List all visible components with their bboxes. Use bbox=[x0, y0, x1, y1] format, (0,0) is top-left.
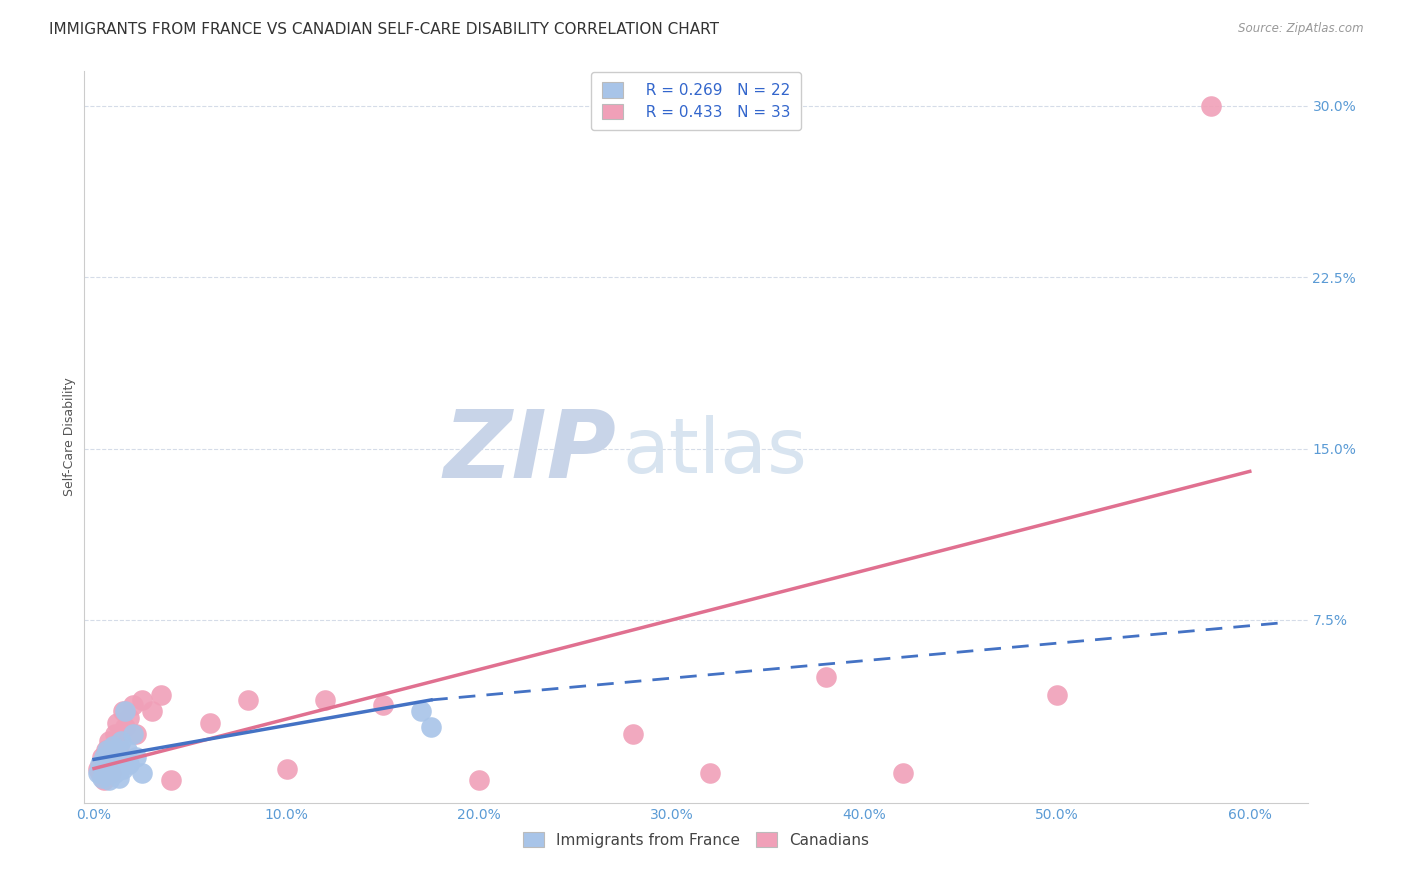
Point bbox=[114, 720, 136, 734]
Point bbox=[100, 755, 122, 769]
Text: Source: ZipAtlas.com: Source: ZipAtlas.com bbox=[1239, 22, 1364, 36]
Point bbox=[141, 705, 163, 719]
Point bbox=[150, 689, 173, 703]
Point bbox=[103, 739, 125, 753]
Point bbox=[108, 739, 131, 753]
Point bbox=[93, 772, 115, 787]
Point bbox=[87, 766, 110, 780]
Point bbox=[411, 705, 433, 719]
Point bbox=[100, 766, 122, 780]
Point bbox=[98, 734, 121, 748]
Point bbox=[198, 715, 221, 730]
Point bbox=[115, 743, 138, 757]
Y-axis label: Self-Care Disability: Self-Care Disability bbox=[63, 377, 76, 497]
Point bbox=[371, 698, 394, 712]
Point bbox=[125, 750, 148, 764]
Point bbox=[103, 747, 125, 762]
Point bbox=[108, 771, 131, 785]
Legend: Immigrants from France, Canadians: Immigrants from France, Canadians bbox=[516, 825, 876, 854]
Point bbox=[131, 766, 153, 780]
Text: atlas: atlas bbox=[623, 415, 807, 489]
Point bbox=[131, 693, 153, 707]
Point bbox=[699, 766, 721, 780]
Point bbox=[105, 715, 128, 730]
Point bbox=[98, 772, 121, 787]
Point bbox=[1046, 689, 1069, 703]
Point bbox=[891, 766, 914, 780]
Point bbox=[90, 750, 112, 764]
Point bbox=[118, 711, 141, 725]
Point bbox=[125, 727, 148, 741]
Point bbox=[87, 762, 110, 776]
Point bbox=[111, 705, 134, 719]
Point bbox=[94, 743, 117, 757]
Point bbox=[93, 750, 115, 764]
Point bbox=[276, 762, 298, 776]
Point bbox=[96, 756, 118, 771]
Point bbox=[114, 705, 136, 719]
Point bbox=[468, 772, 491, 787]
Point bbox=[90, 771, 112, 785]
Point bbox=[94, 762, 117, 776]
Point bbox=[121, 698, 143, 712]
Point bbox=[121, 727, 143, 741]
Point bbox=[118, 756, 141, 771]
Point bbox=[314, 693, 336, 707]
Point bbox=[420, 720, 443, 734]
Point bbox=[89, 756, 111, 771]
Point bbox=[105, 747, 128, 762]
Text: IMMIGRANTS FROM FRANCE VS CANADIAN SELF-CARE DISABILITY CORRELATION CHART: IMMIGRANTS FROM FRANCE VS CANADIAN SELF-… bbox=[49, 22, 720, 37]
Text: ZIP: ZIP bbox=[443, 406, 616, 498]
Point bbox=[814, 670, 837, 684]
Point bbox=[621, 727, 644, 741]
Point bbox=[104, 766, 127, 780]
Point bbox=[110, 734, 132, 748]
Point bbox=[160, 772, 183, 787]
Point bbox=[89, 766, 111, 780]
Point bbox=[111, 762, 134, 776]
Point bbox=[236, 693, 259, 707]
Point bbox=[1199, 98, 1222, 112]
Point bbox=[104, 727, 127, 741]
Point bbox=[96, 743, 118, 757]
